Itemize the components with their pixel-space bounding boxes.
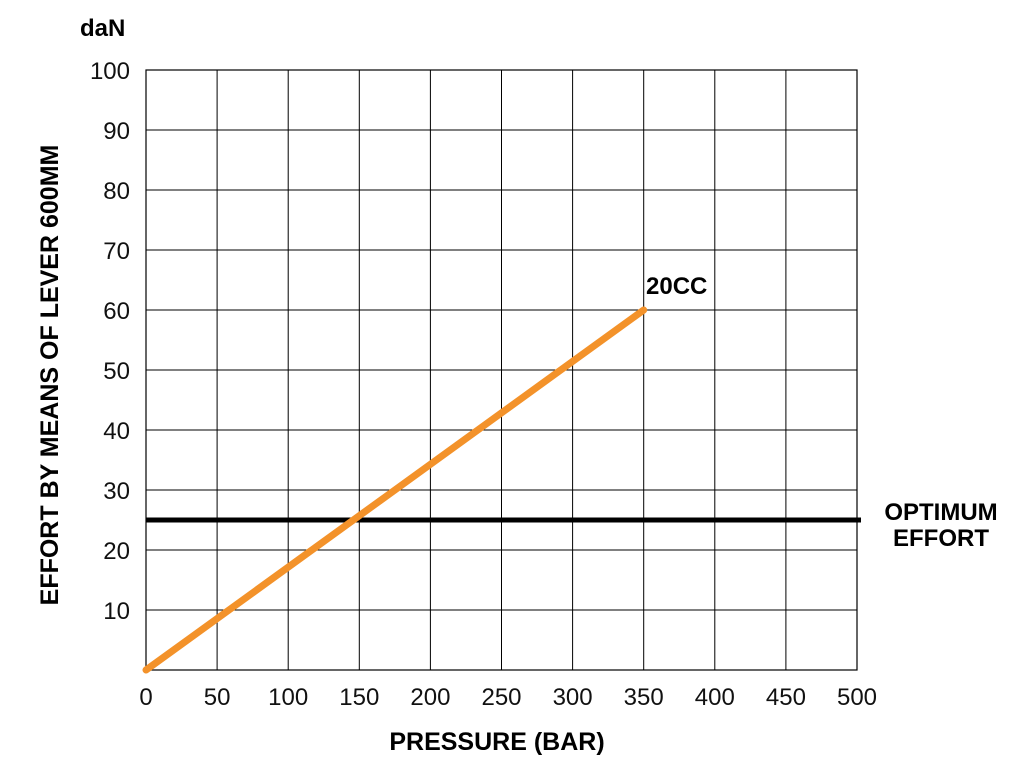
optimum-effort-label-line2: EFFORT bbox=[893, 525, 989, 552]
series-line-20cc bbox=[142, 306, 648, 674]
grid bbox=[146, 70, 857, 670]
x-tick-labels: 0 50 100 150 200 250 300 350 400 450 500 bbox=[139, 684, 877, 711]
y-unit-label: daN bbox=[80, 15, 125, 42]
x-tick-label-100: 100 bbox=[268, 684, 308, 711]
y-tick-label-30: 30 bbox=[103, 478, 130, 505]
y-tick-label-80: 80 bbox=[103, 178, 130, 205]
x-tick-label-300: 300 bbox=[553, 684, 593, 711]
plot-border bbox=[145, 69, 858, 671]
y-tick-label-20: 20 bbox=[103, 538, 130, 565]
x-tick-label-50: 50 bbox=[204, 684, 231, 711]
y-tick-labels: 10 20 30 40 50 60 70 80 90 100 bbox=[90, 58, 130, 625]
series-group bbox=[142, 306, 648, 674]
x-tick-label-350: 350 bbox=[624, 684, 664, 711]
y-tick-label-10: 10 bbox=[103, 598, 130, 625]
x-tick-label-500: 500 bbox=[837, 684, 877, 711]
y-tick-label-60: 60 bbox=[103, 298, 130, 325]
x-tick-label-450: 450 bbox=[766, 684, 806, 711]
optimum-effort-label-line1: OPTIMUM bbox=[884, 499, 997, 526]
y-tick-label-50: 50 bbox=[103, 358, 130, 385]
y-tick-label-40: 40 bbox=[103, 418, 130, 445]
x-tick-label-0: 0 bbox=[139, 684, 152, 711]
x-tick-label-250: 250 bbox=[481, 684, 521, 711]
x-axis-title: PRESSURE (BAR) bbox=[389, 728, 604, 756]
y-axis-title: EFFORT BY MEANS OF LEVER 600MM bbox=[36, 145, 64, 606]
x-tick-label-150: 150 bbox=[339, 684, 379, 711]
plot-frame bbox=[145, 69, 858, 671]
y-tick-label-100: 100 bbox=[90, 58, 130, 85]
x-tick-label-200: 200 bbox=[410, 684, 450, 711]
x-tick-label-400: 400 bbox=[695, 684, 735, 711]
y-tick-label-90: 90 bbox=[103, 118, 130, 145]
series-label-20cc: 20CC bbox=[646, 273, 707, 300]
y-tick-label-70: 70 bbox=[103, 238, 130, 265]
